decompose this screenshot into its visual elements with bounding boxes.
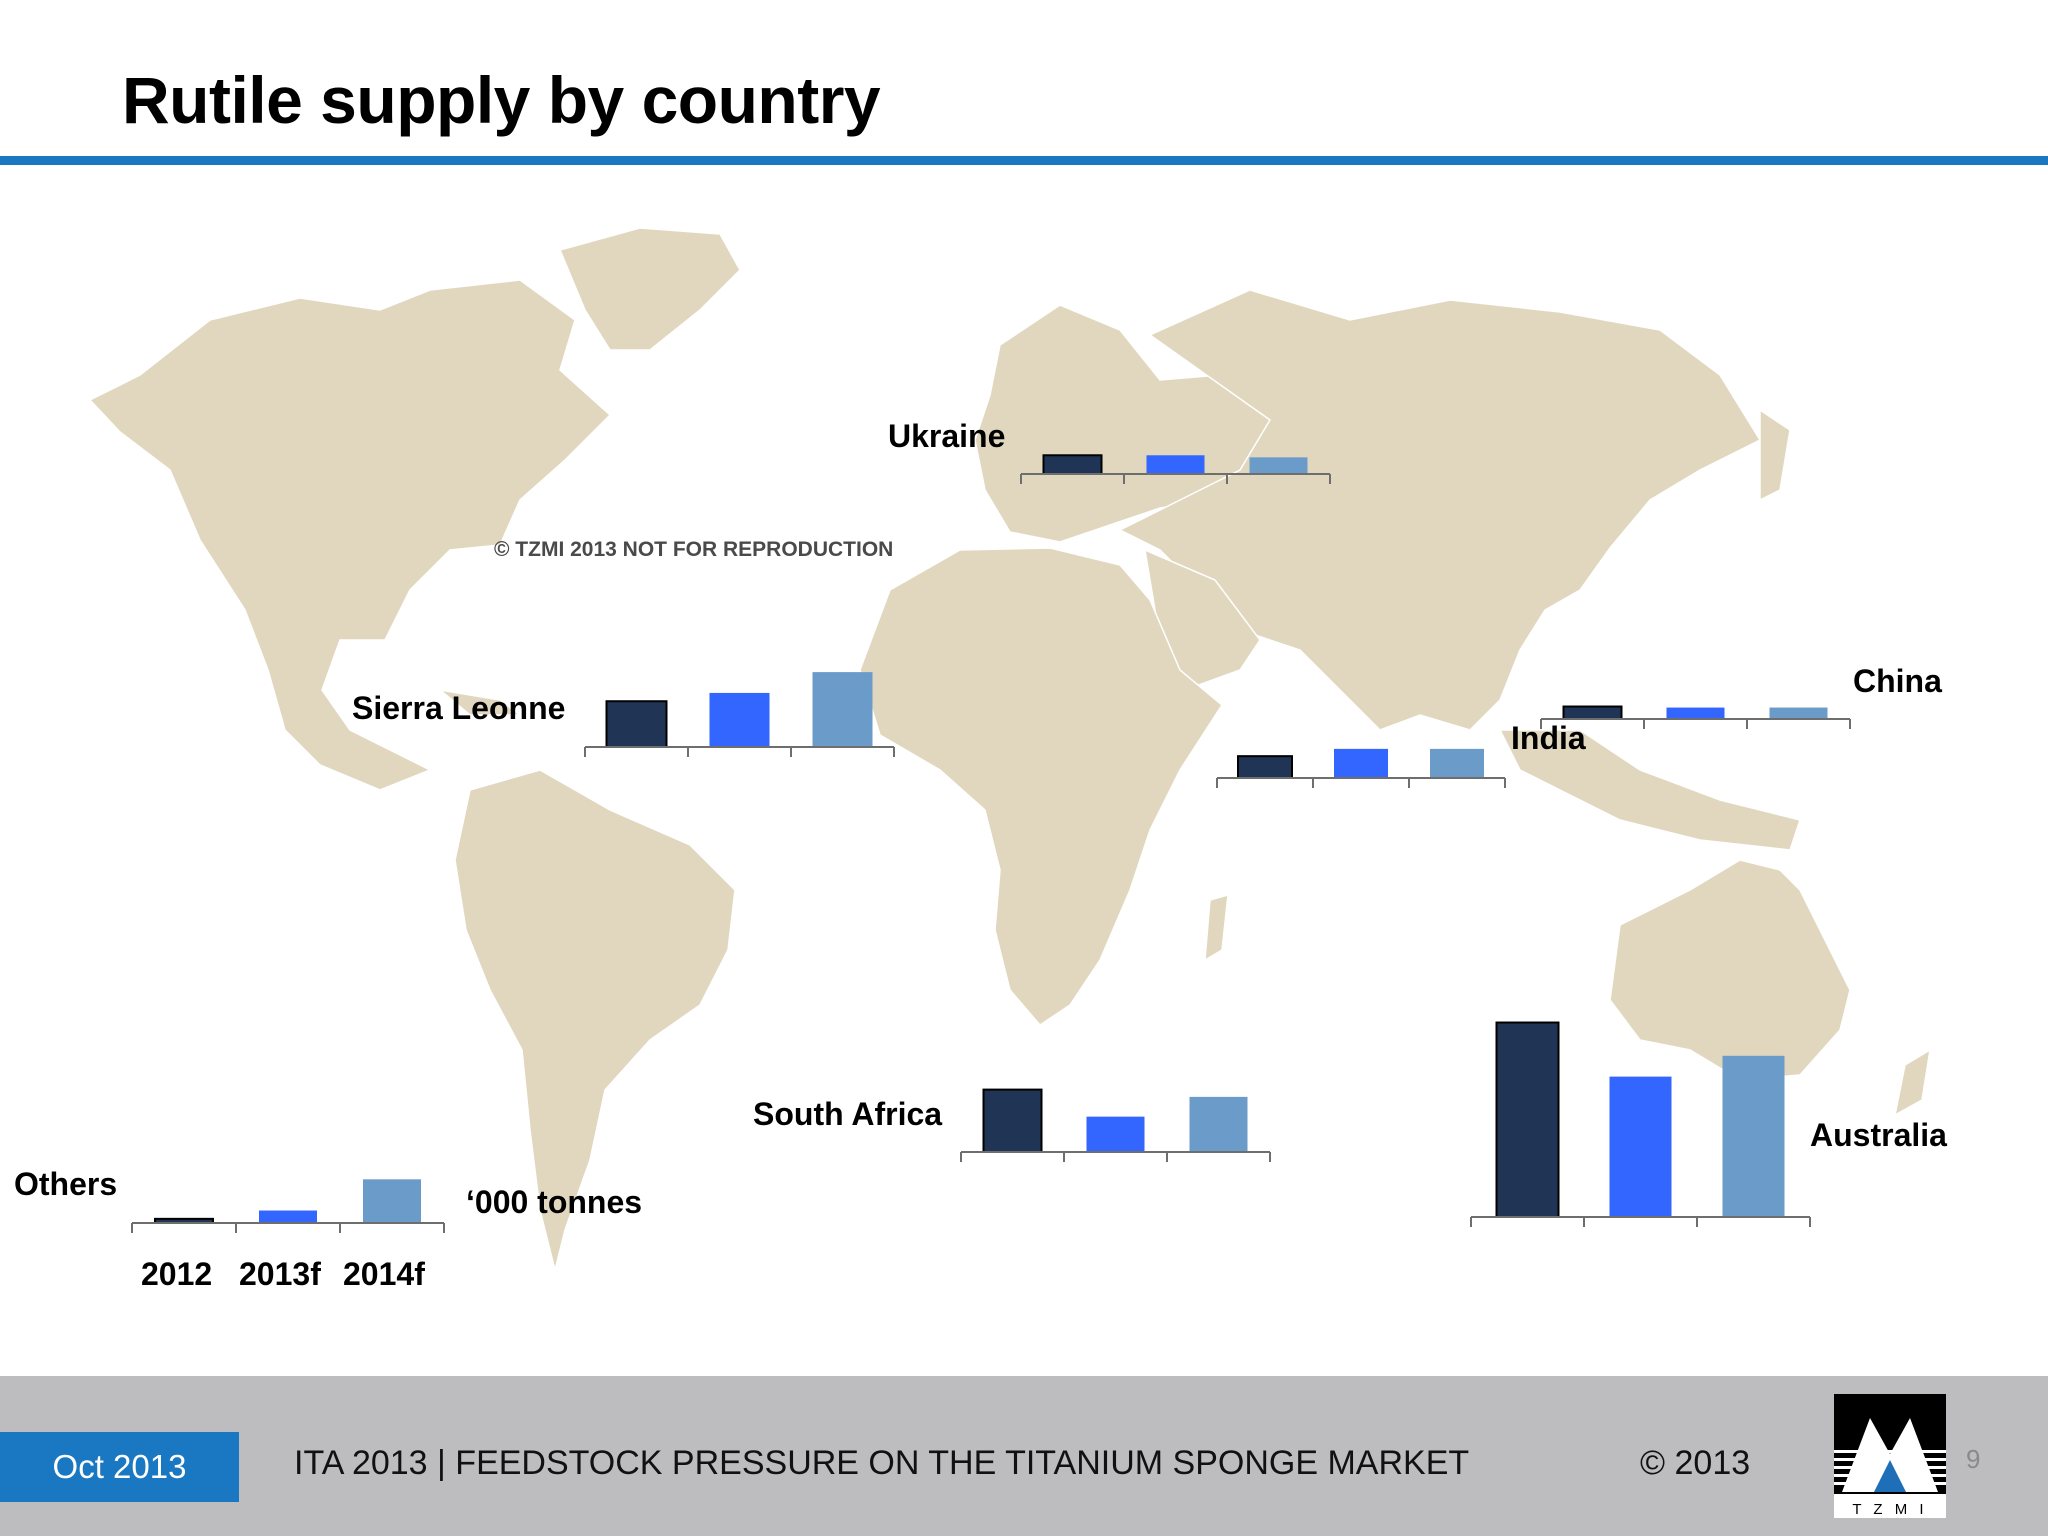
bar-chart-ukraine — [1020, 454, 1331, 484]
label-sierra-leonne: Sierra Leonne — [352, 690, 566, 726]
unit-label: ‘000 tonnes — [466, 1184, 643, 1220]
map-australia — [1609, 859, 1851, 1081]
map-asia — [1118, 289, 1762, 731]
footer-conference-title: ITA 2013 | FEEDSTOCK PRESSURE ON THE TIT… — [294, 1444, 1470, 1482]
category-label-2012: 2012 — [141, 1256, 213, 1292]
bar-south-africa-2013f — [1086, 1116, 1145, 1152]
bar-ukraine-2014f — [1249, 457, 1308, 474]
bar-sierra-leonne-2014f — [812, 672, 873, 747]
bar-india-2013f — [1334, 748, 1388, 778]
footer-bar — [0, 1376, 2048, 1536]
page-title: Rutile supply by country — [122, 63, 881, 137]
category-label-2014f: 2014f — [343, 1256, 425, 1292]
label-india: India — [1511, 720, 1586, 756]
bar-australia-2014f — [1722, 1055, 1785, 1217]
bar-south-africa-2014f — [1189, 1096, 1248, 1152]
world-map — [88, 227, 1931, 1271]
bar-india-2012 — [1237, 755, 1293, 779]
map-africa — [859, 547, 1223, 1026]
map-southeast-asia — [1498, 729, 1801, 851]
label-ukraine: Ukraine — [888, 418, 1006, 454]
page-number: 9 — [1966, 1444, 1981, 1474]
map-caribbean — [437, 688, 523, 716]
footer-copyright: © 2013 — [1640, 1444, 1751, 1482]
bar-others-2014f — [363, 1179, 421, 1223]
bar-sierra-leonne-2012 — [605, 700, 668, 748]
bar-ukraine-2013f — [1146, 455, 1205, 474]
bar-ukraine-2012 — [1042, 454, 1103, 475]
label-others: Others — [14, 1166, 118, 1202]
map-new-zealand — [1893, 1048, 1931, 1117]
bar-china-2014f — [1769, 707, 1828, 719]
map-south-america — [454, 769, 736, 1271]
title-divider — [0, 156, 2048, 165]
bar-china-2013f — [1666, 707, 1725, 719]
tzmi-logo: T Z M I — [1834, 1394, 1946, 1518]
watermark: © TZMI 2013 NOT FOR REPRODUCTION — [494, 538, 894, 561]
bar-south-africa-2012 — [982, 1088, 1043, 1153]
logo-text: T Z M I — [1852, 1501, 1927, 1518]
footer-date: Oct 2013 — [0, 1432, 239, 1502]
bar-india-2014f — [1430, 748, 1484, 778]
bar-chart-china — [1540, 705, 1851, 729]
map-japan — [1759, 408, 1791, 502]
bar-chart-sierra-leonne — [584, 672, 895, 757]
map-madagascar — [1204, 893, 1229, 962]
map-north-america — [88, 279, 612, 791]
bar-chart-others — [131, 1179, 445, 1233]
label-china: China — [1853, 663, 1942, 699]
map-greenland — [558, 227, 741, 351]
category-label-2013f: 2013f — [239, 1256, 321, 1292]
bar-chart-india — [1216, 748, 1506, 788]
label-australia: Australia — [1810, 1117, 1947, 1153]
bar-others-2013f — [259, 1210, 317, 1223]
bar-australia-2013f — [1609, 1076, 1672, 1217]
bar-china-2012 — [1562, 705, 1623, 721]
bar-chart-south-africa — [960, 1088, 1271, 1162]
bar-sierra-leonne-2013f — [709, 692, 770, 747]
label-south-africa: South Africa — [753, 1096, 943, 1132]
bar-australia-2012 — [1495, 1021, 1560, 1219]
bar-chart-australia — [1470, 1021, 1811, 1227]
